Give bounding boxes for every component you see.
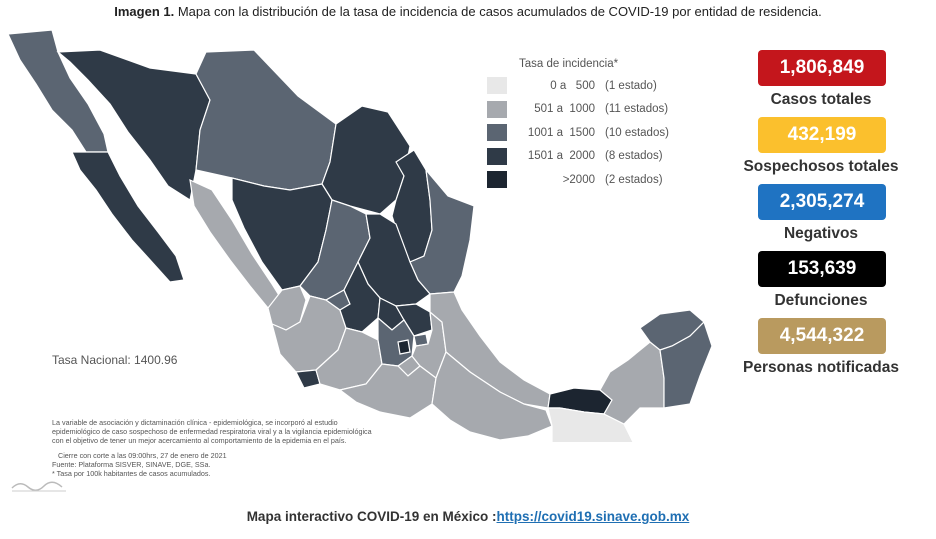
- note-line: Cierre con corte a las 09:00hrs, 27 de e…: [58, 450, 227, 460]
- note-line: * Tasa por 100k habitantes de casos acum…: [52, 469, 211, 479]
- stat-label: Defunciones: [774, 292, 868, 309]
- stat-label: Negativos: [783, 225, 859, 242]
- caption-label: Imagen 1.: [114, 4, 175, 19]
- legend-count: (10 estados): [605, 126, 669, 139]
- legend-title: Tasa de incidencia*: [519, 58, 619, 70]
- stat-value-box: 432,199: [758, 117, 886, 153]
- state-quintana-roo: [659, 320, 713, 409]
- state-guerrero: [338, 363, 437, 419]
- footer-text: Mapa interactivo COVID-19 en México :: [246, 509, 497, 524]
- note-line: epidemiológico de caso sospechoso de enf…: [52, 427, 372, 437]
- map-legend: Tasa de incidencia* 0 a 500 (1 estado) 501…: [487, 58, 669, 192]
- legend-item: 501 a 1000 (11 estados): [487, 98, 669, 122]
- legend-range: 1501 a 2000: [527, 150, 595, 163]
- logo-icon: [11, 481, 66, 492]
- state-chiapas: [547, 407, 634, 442]
- state-coahuila: [321, 105, 411, 215]
- legend-count: (11 estados): [605, 103, 669, 116]
- legend-item: >2000 (2 estados): [487, 168, 669, 192]
- legend-range: 501 a 1000: [534, 103, 595, 116]
- legend-item: 0 a 500 (1 estado): [487, 74, 669, 98]
- national-rate: Tasa Nacional: 1400.96: [52, 353, 178, 367]
- legend-swatch: [487, 124, 507, 142]
- stat-value-box: 2,305,274: [758, 184, 886, 220]
- state-sonora: [56, 49, 211, 201]
- stats-panel: 1,806,849 Casos totales 432,199 Sospechosos…: [726, 50, 916, 385]
- legend-swatch: [487, 100, 507, 118]
- stat-value-box: 4,544,322: [758, 318, 886, 354]
- legend-count: (2 estados): [605, 173, 663, 186]
- legend-item: 1501 a 2000 (8 estados): [487, 145, 669, 169]
- legend-range: 1001 a 1500: [527, 126, 595, 139]
- legend-count: (1 estado): [605, 79, 657, 92]
- legend-swatch: [487, 147, 507, 165]
- legend-swatch: [487, 77, 507, 95]
- stat-label: Sospechosos totales: [743, 158, 899, 175]
- legend-range: >2000: [562, 173, 595, 186]
- legend-range: 0 a 500: [550, 79, 595, 92]
- mexico-choropleth-map: [7, 29, 713, 442]
- state-baja-california-sur: [71, 151, 185, 283]
- footer-link[interactable]: https://covid19.sinave.gob.mx: [496, 509, 690, 524]
- note-line: Fuente: Plataforma SISVER, SINAVE, DGE, …: [52, 459, 211, 469]
- legend-swatch: [487, 171, 507, 189]
- note-line: con el objetivo de tener un mejor acerca…: [52, 436, 347, 446]
- state-guanajuato: [339, 260, 381, 333]
- footnotes: La variable de asociación y dictaminació…: [52, 418, 432, 478]
- legend-count: (8 estados): [605, 150, 663, 163]
- stat-value-box: 153,639: [758, 251, 886, 287]
- footer: Mapa interactivo COVID-19 en México :htt…: [0, 509, 936, 524]
- stat-value-box: 1,806,849: [758, 50, 886, 86]
- figure-caption: Imagen 1. Mapa con la distribución de la…: [0, 4, 936, 19]
- state-cdmx: [397, 339, 411, 355]
- state-oaxaca: [431, 351, 553, 441]
- caption-text: Mapa con la distribución de la tasa de i…: [177, 4, 822, 19]
- note-line: La variable de asociación y dictaminació…: [52, 418, 338, 427]
- stat-label: Personas notificadas: [743, 359, 899, 376]
- legend-item: 1001 a 1500 (10 estados): [487, 121, 669, 145]
- stat-label: Casos totales: [770, 91, 872, 108]
- state-campeche: [599, 341, 665, 425]
- state-chihuahua: [195, 49, 337, 191]
- state-baja-california: [7, 29, 109, 153]
